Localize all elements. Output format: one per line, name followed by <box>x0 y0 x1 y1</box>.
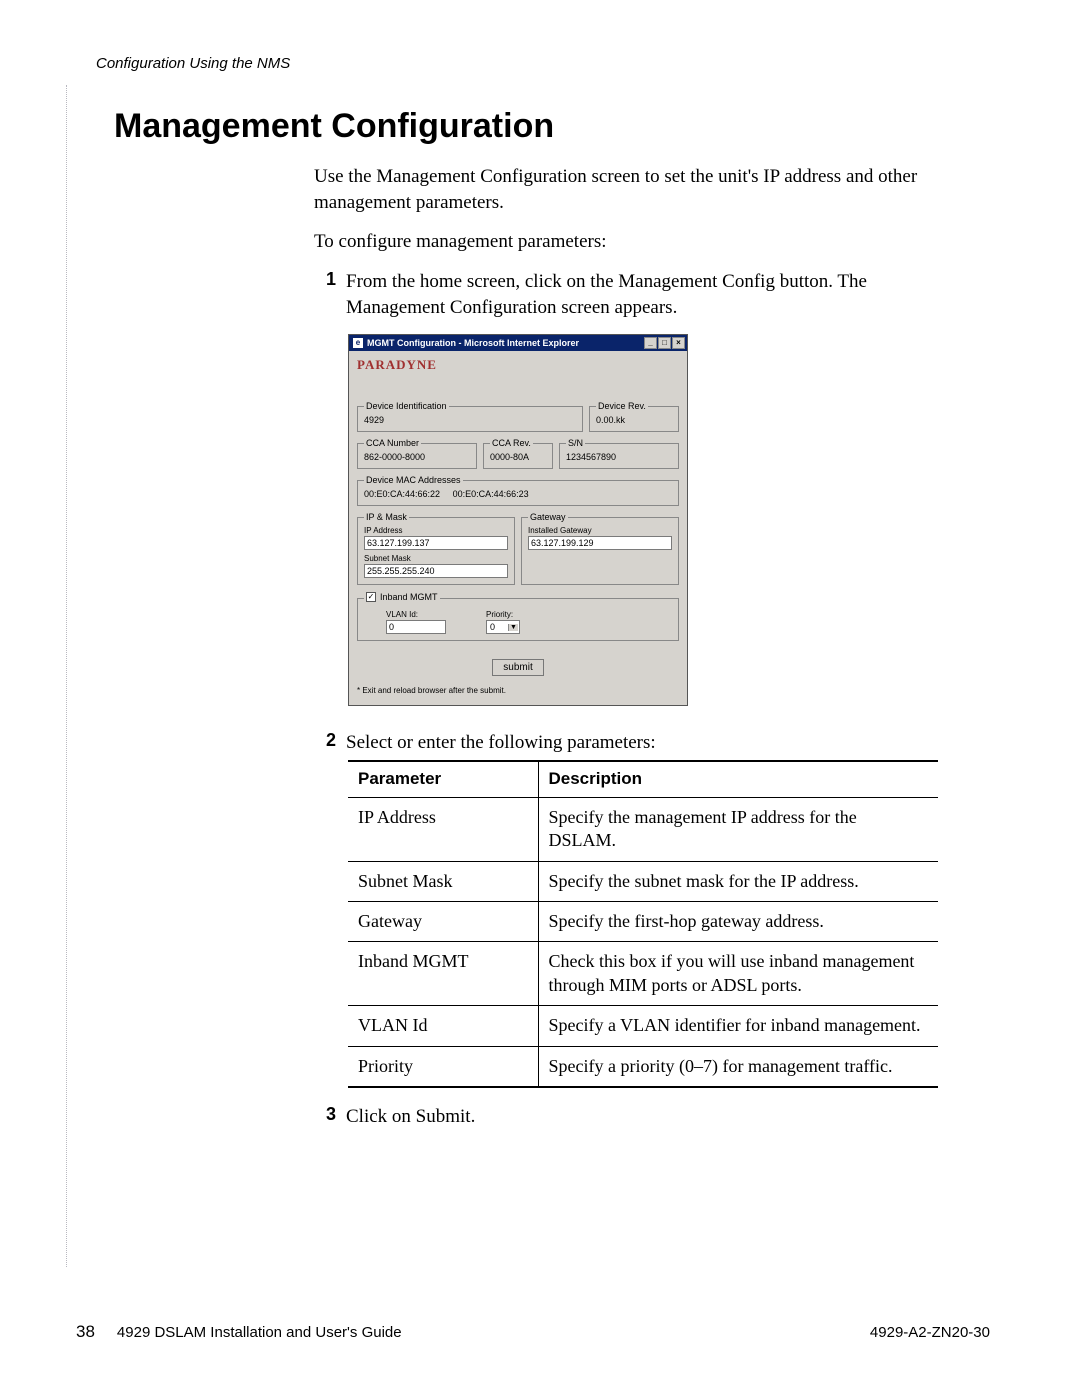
window-title: MGMT Configuration - Microsoft Internet … <box>367 338 644 348</box>
param-cell: Inband MGMT <box>348 942 538 1006</box>
sn-group: S/N 1234567890 <box>559 438 679 469</box>
section-title: Management Configuration <box>114 107 990 146</box>
step-number: 1 <box>314 269 336 290</box>
footer-doc-code: 4929-A2-ZN20-30 <box>870 1324 990 1341</box>
mask-label: Subnet Mask <box>364 554 508 563</box>
desc-cell: Specify a VLAN identifier for inband man… <box>538 1006 938 1046</box>
minimize-button[interactable]: _ <box>644 337 657 349</box>
table-row: VLAN Id Specify a VLAN identifier for in… <box>348 1006 938 1046</box>
priority-select[interactable]: 0 ▼ <box>486 620 520 634</box>
ip-mask-legend: IP & Mask <box>364 512 409 522</box>
step-text: Select or enter the following parameters… <box>346 730 938 756</box>
close-button[interactable]: × <box>672 337 685 349</box>
priority-label: Priority: <box>486 610 520 619</box>
cca-number-value: 862-0000-8000 <box>364 452 425 462</box>
inband-group: ✓ Inband MGMT VLAN Id: Priori <box>357 591 679 641</box>
table-row: Inband MGMT Check this box if you will u… <box>348 942 938 1006</box>
intro-paragraph-1: Use the Management Configuration screen … <box>314 164 934 215</box>
page-number: 38 <box>76 1322 95 1342</box>
step-1: 1 From the home screen, click on the Man… <box>314 269 934 320</box>
sn-value: 1234567890 <box>566 452 616 462</box>
gateway-label: Installed Gateway <box>528 526 672 535</box>
mac1: 00:E0:CA:44:66:22 <box>364 489 440 499</box>
desc-cell: Specify the subnet mask for the IP addre… <box>538 861 938 901</box>
desc-cell: Specify the management IP address for th… <box>538 797 938 861</box>
vlan-label: VLAN Id: <box>386 610 446 619</box>
ip-mask-group: IP & Mask IP Address Subnet Mask <box>357 512 515 585</box>
window-titlebar: e MGMT Configuration - Microsoft Interne… <box>349 335 687 351</box>
cca-number-legend: CCA Number <box>364 438 421 448</box>
cca-number-group: CCA Number 862-0000-8000 <box>357 438 477 469</box>
desc-cell: Specify the first-hop gateway address. <box>538 901 938 941</box>
footer-title: 4929 DSLAM Installation and User's Guide <box>117 1324 870 1341</box>
param-cell: Priority <box>348 1046 538 1087</box>
device-id-value: 4929 <box>364 415 384 425</box>
param-cell: IP Address <box>348 797 538 861</box>
mac-legend: Device MAC Addresses <box>364 475 463 485</box>
config-window: e MGMT Configuration - Microsoft Interne… <box>348 334 688 706</box>
param-cell: VLAN Id <box>348 1006 538 1046</box>
step-text: Click on Submit. <box>346 1104 475 1130</box>
screenshot-footnote: * Exit and reload browser after the subm… <box>357 682 679 695</box>
table-header-description: Description <box>538 761 938 797</box>
cca-rev-legend: CCA Rev. <box>490 438 533 448</box>
inband-legend: Inband MGMT <box>380 592 438 602</box>
priority-value: 0 <box>490 622 495 632</box>
device-id-group: Device Identification 4929 <box>357 401 583 432</box>
cca-rev-value: 0000-80A <box>490 452 529 462</box>
device-rev-value: 0.00.kk <box>596 415 625 425</box>
gateway-group: Gateway Installed Gateway <box>521 512 679 585</box>
step-number: 3 <box>314 1104 336 1125</box>
gateway-input[interactable] <box>528 536 672 550</box>
window-icon: e <box>353 338 363 348</box>
device-rev-group: Device Rev. 0.00.kk <box>589 401 679 432</box>
inband-checkbox[interactable]: ✓ <box>366 592 376 602</box>
chevron-down-icon: ▼ <box>508 624 518 631</box>
step-3: 3 Click on Submit. <box>314 1104 934 1130</box>
param-cell: Gateway <box>348 901 538 941</box>
gateway-legend: Gateway <box>528 512 568 522</box>
parameter-table: Parameter Description IP Address Specify… <box>348 760 938 1088</box>
ip-label: IP Address <box>364 526 508 535</box>
device-id-legend: Device Identification <box>364 401 449 411</box>
sn-legend: S/N <box>566 438 585 448</box>
submit-button[interactable]: submit <box>492 659 543 676</box>
mac2: 00:E0:CA:44:66:23 <box>453 489 529 499</box>
table-header-parameter: Parameter <box>348 761 538 797</box>
maximize-button[interactable]: □ <box>658 337 671 349</box>
device-rev-legend: Device Rev. <box>596 401 648 411</box>
step-text: From the home screen, click on the Manag… <box>346 269 934 320</box>
table-row: Priority Specify a priority (0–7) for ma… <box>348 1046 938 1087</box>
desc-cell: Check this box if you will use inband ma… <box>538 942 938 1006</box>
page-footer: 38 4929 DSLAM Installation and User's Gu… <box>70 1322 990 1342</box>
vertical-margin-rule <box>66 85 67 1267</box>
table-row: Subnet Mask Specify the subnet mask for … <box>348 861 938 901</box>
vlan-id-input[interactable] <box>386 620 446 634</box>
mac-group: Device MAC Addresses 00:E0:CA:44:66:22 0… <box>357 475 679 506</box>
step-number: 2 <box>314 730 336 751</box>
intro-paragraph-2: To configure management parameters: <box>314 229 934 255</box>
table-row: Gateway Specify the first-hop gateway ad… <box>348 901 938 941</box>
table-row: IP Address Specify the management IP add… <box>348 797 938 861</box>
step-2: 2 Select or enter the following paramete… <box>314 730 934 1088</box>
brand-logo: PARADYNE <box>357 355 679 401</box>
running-header: Configuration Using the NMS <box>96 55 990 72</box>
subnet-mask-input[interactable] <box>364 564 508 578</box>
param-cell: Subnet Mask <box>348 861 538 901</box>
screenshot-figure: e MGMT Configuration - Microsoft Interne… <box>348 334 934 706</box>
ip-address-input[interactable] <box>364 536 508 550</box>
desc-cell: Specify a priority (0–7) for management … <box>538 1046 938 1087</box>
cca-rev-group: CCA Rev. 0000-80A <box>483 438 553 469</box>
